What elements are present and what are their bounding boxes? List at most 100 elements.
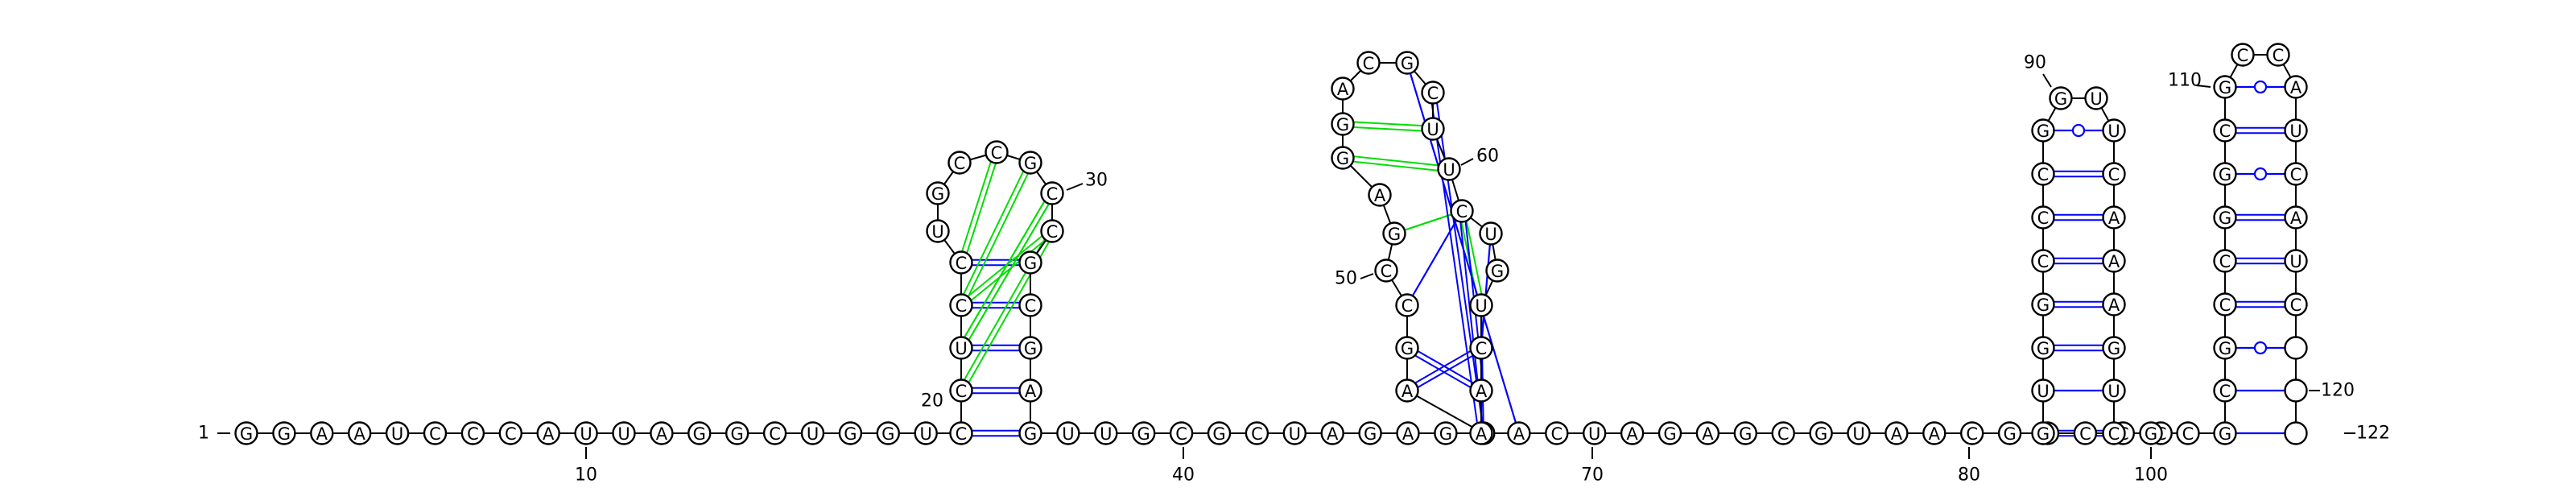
nucleotide: G [1018, 151, 1042, 175]
base-pair-line [1480, 233, 1492, 349]
svg-text:C: C [1025, 296, 1037, 316]
svg-text:G: G [844, 424, 857, 444]
svg-text:G: G [693, 424, 706, 444]
svg-text:A: A [2108, 252, 2120, 271]
svg-text:U: U [1852, 424, 1864, 444]
position-label: 100 [2134, 465, 2168, 486]
base-pair-line [1408, 345, 1484, 390]
nucleotide: G [1395, 336, 1419, 360]
nucleotide: U [2102, 378, 2126, 403]
nucleotide: A [2284, 75, 2308, 99]
nucleotide: G [876, 421, 901, 445]
svg-text:U: U [1484, 225, 1496, 244]
svg-text:A: A [1476, 382, 1488, 401]
svg-text:C: C [505, 424, 517, 444]
svg-text:G: G [2219, 165, 2231, 184]
nucleotide: G [1207, 421, 1232, 445]
nucleotide: C [1959, 421, 1984, 445]
nucleotide: C [2284, 292, 2308, 316]
base-pair-line [1458, 211, 1480, 391]
nucleotide: A [1320, 421, 1344, 445]
position-label: 80 [1958, 465, 1980, 486]
nucleotide: U [2084, 86, 2108, 110]
nucleotide: C [1421, 81, 1445, 105]
base-pair-line [1435, 92, 1485, 433]
base-pair-line [959, 228, 1051, 304]
position-label: 120 [2321, 381, 2355, 401]
base-pair-line [958, 151, 995, 263]
wobble-pair-marker [2253, 167, 2268, 181]
svg-text:A: A [2108, 209, 2120, 228]
nucleotide: A [348, 421, 372, 445]
svg-text:G: G [278, 424, 291, 444]
nucleotide: A [2102, 205, 2126, 230]
svg-text:U: U [391, 424, 403, 444]
nucleotide: C [1040, 219, 1064, 243]
nucleotide: G [838, 421, 863, 445]
nucleotide: A [1469, 378, 1493, 403]
svg-text:G: G [881, 424, 894, 444]
nucleotide: G [1331, 112, 1355, 136]
nucleotide: G [1434, 421, 1458, 445]
nucleotide: A [2102, 249, 2126, 273]
svg-text:U: U [1475, 296, 1487, 316]
svg-text:C: C [1550, 424, 1563, 444]
svg-text:C: C [2237, 46, 2249, 65]
svg-text:G: G [1212, 424, 1225, 444]
svg-text:C: C [954, 154, 966, 173]
svg-text:G: G [1024, 424, 1037, 444]
svg-text:G: G [1814, 424, 1827, 444]
svg-text:U: U [2289, 252, 2301, 271]
nucleotide: C [947, 151, 972, 175]
svg-text:G: G [2219, 78, 2231, 97]
svg-text:C: C [2108, 424, 2120, 444]
nucleotide: C [2031, 205, 2055, 230]
nucleotide: U [1437, 157, 1461, 181]
nucleotide: C [762, 421, 787, 445]
svg-text:C: C [1402, 296, 1414, 316]
position-tick [2042, 73, 2052, 88]
svg-text:U: U [931, 222, 943, 242]
position-label: 70 [1581, 465, 1604, 486]
svg-text:C: C [1966, 424, 1978, 444]
nucleotide: G [1809, 421, 1833, 445]
position-tick [1360, 273, 1374, 279]
nucleotide: C [498, 421, 522, 445]
position-label: 60 [1476, 147, 1499, 167]
svg-text:C: C [2219, 382, 2231, 401]
nucleotide: U [2102, 118, 2126, 143]
svg-text:U: U [1426, 120, 1439, 139]
nucleotide: U [1282, 421, 1307, 445]
nucleotide: C [1395, 293, 1419, 317]
svg-text:A: A [1891, 424, 1903, 444]
nucleotide: A [1395, 378, 1419, 403]
nucleotide: G [2031, 421, 2055, 445]
base-pair-line [1463, 210, 1485, 305]
nucleotide: A [1922, 421, 1946, 445]
base-pair-line [1393, 209, 1463, 235]
svg-text:G: G [1024, 154, 1037, 173]
nucleotide: G [2213, 75, 2237, 99]
base-pair-line [958, 191, 1051, 347]
nucleotide: A [650, 421, 674, 445]
nucleotide: A [310, 421, 334, 445]
svg-text:C: C [1046, 222, 1059, 242]
svg-text:A: A [1702, 424, 1714, 444]
svg-text:U: U [1062, 424, 1074, 444]
position-label: 40 [1172, 465, 1195, 486]
position-tick [1460, 158, 1474, 166]
nucleotide: A [1620, 421, 1645, 445]
svg-text:A: A [1337, 80, 1349, 99]
nucleotide: C [949, 421, 973, 445]
nucleotide: A [1018, 378, 1042, 403]
base-pair-line [963, 152, 1000, 264]
svg-text:A: A [1476, 424, 1488, 444]
nucleotide: C [460, 421, 485, 445]
svg-text:C: C [2037, 165, 2050, 184]
nucleotide: G [1331, 146, 1355, 170]
backbone [246, 54, 2297, 434]
svg-text:G: G [1024, 254, 1037, 273]
base-pair-line [962, 232, 1055, 308]
